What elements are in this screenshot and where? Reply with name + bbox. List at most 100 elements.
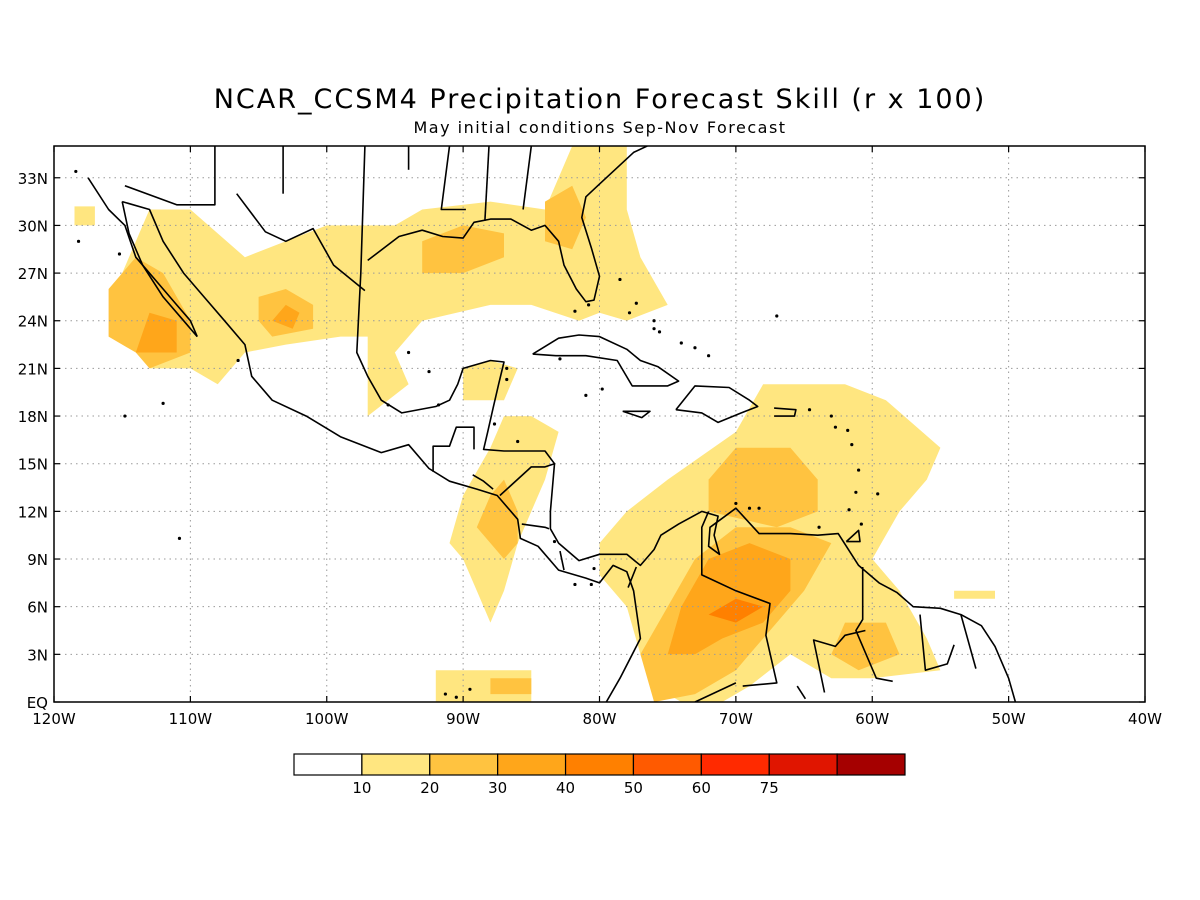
skill-region-6 [954,590,995,599]
lat-tick-label: EQ [27,694,48,712]
island-34 [468,687,472,691]
lat-tick-label: 15N [18,456,48,474]
coastline-0 [87,177,198,337]
island-3 [876,492,880,496]
island-25 [436,403,441,407]
lat-tick-label: 33N [18,170,48,188]
coastline-29 [796,685,807,700]
colorbar-swatch-4 [564,753,635,776]
colorbar-swatch-7 [768,753,838,776]
island-44 [652,327,656,331]
colorbar-swatch-0 [293,753,363,776]
island-35 [177,536,182,540]
island-6 [833,425,838,429]
lat-tick-label: 3N [27,646,48,664]
island-20 [586,303,591,307]
coastline-18 [472,474,494,490]
colorbar-label: 75 [760,779,779,797]
island-9 [747,506,752,510]
coastline-9 [845,529,861,543]
coastline-2 [121,200,642,702]
island-15 [652,319,656,323]
island-51 [775,314,779,318]
island-18 [693,346,697,350]
skill-region-17 [272,304,300,329]
island-27 [386,403,390,407]
island-30 [592,566,596,571]
colorbar-label: 10 [352,779,371,797]
island-8 [807,408,812,412]
skill-region-10 [545,185,586,250]
map-subtitle: May initial conditions Sep-Nov Forecast [413,118,787,137]
lon-tick-label: 90W [446,710,480,728]
skill-region-9 [422,225,504,274]
coastline-3 [355,146,1017,702]
colorbar-label: 30 [488,779,507,797]
coastline-8 [774,407,797,417]
colorbar-swatch-2 [429,753,499,776]
coastline-19 [499,462,555,497]
island-11 [757,506,761,510]
longitude-axis: 120W 110W 100W 90W 80W 70W 60W 50W 40W [32,146,1162,728]
lat-tick-label: 9N [27,551,48,569]
colorbar-label: 40 [556,779,575,797]
coastline-14 [124,146,216,206]
colorbar: 10 20 30 40 50 60 75 [293,753,906,797]
coastline-28 [812,629,866,693]
island-45 [584,393,588,398]
gridlines [54,146,1145,702]
colorbar-swatch-1 [361,753,431,776]
island-23 [505,377,509,382]
lon-tick-label: 50W [992,710,1026,728]
skill-region-11 [476,479,518,559]
map-title: NCAR_CCSM4 Precipitation Forecast Skill … [213,84,987,115]
island-33 [443,692,447,696]
colorbar-swatch-6 [700,753,770,776]
island-1 [857,468,861,472]
island-2 [854,490,858,494]
colorbar-label: 50 [624,779,643,797]
coastline-21 [559,550,565,571]
coastline-11 [522,146,533,210]
colorbar-swatch-5 [632,753,702,776]
island-50 [817,525,821,529]
lon-tick-label: 100W [305,710,349,728]
lon-tick-label: 80W [583,710,617,728]
island-48 [552,539,557,544]
lon-tick-label: 70W [719,710,753,728]
skill-region-19 [708,598,764,623]
lat-tick-label: 27N [18,265,48,283]
island-39 [48,160,51,163]
coastline-6 [675,385,759,424]
island-49 [859,522,863,526]
island-43 [406,350,411,355]
lon-tick-label: 40W [1128,710,1162,728]
lon-tick-label: 120W [32,710,76,728]
latitude-axis: EQ 3N 6N 9N 12N 15N 18N 21N 24N 27N 30N 33N [18,170,1145,712]
island-37 [123,414,127,418]
island-46 [600,387,604,391]
island-7 [829,414,833,418]
island-4 [847,508,851,512]
coastline-17 [432,426,475,472]
island-24 [492,422,497,426]
island-31 [558,357,562,361]
island-0 [850,443,854,447]
island-47 [516,439,520,444]
coastline-layer [48,146,1017,702]
lat-tick-label: 24N [18,313,48,331]
island-19 [707,354,711,358]
island-28 [589,582,593,587]
skill-region-16 [135,312,177,353]
colorbar-label: 60 [692,779,711,797]
island-38 [76,239,81,243]
island-17 [679,341,683,345]
island-22 [505,366,509,370]
lat-tick-label: 12N [18,503,48,521]
skill-region-2 [463,360,518,401]
coastline-22 [627,566,638,588]
coastline-1 [121,201,198,338]
coastline-20 [521,523,550,530]
island-32 [454,695,458,699]
coastline-15 [236,193,366,292]
